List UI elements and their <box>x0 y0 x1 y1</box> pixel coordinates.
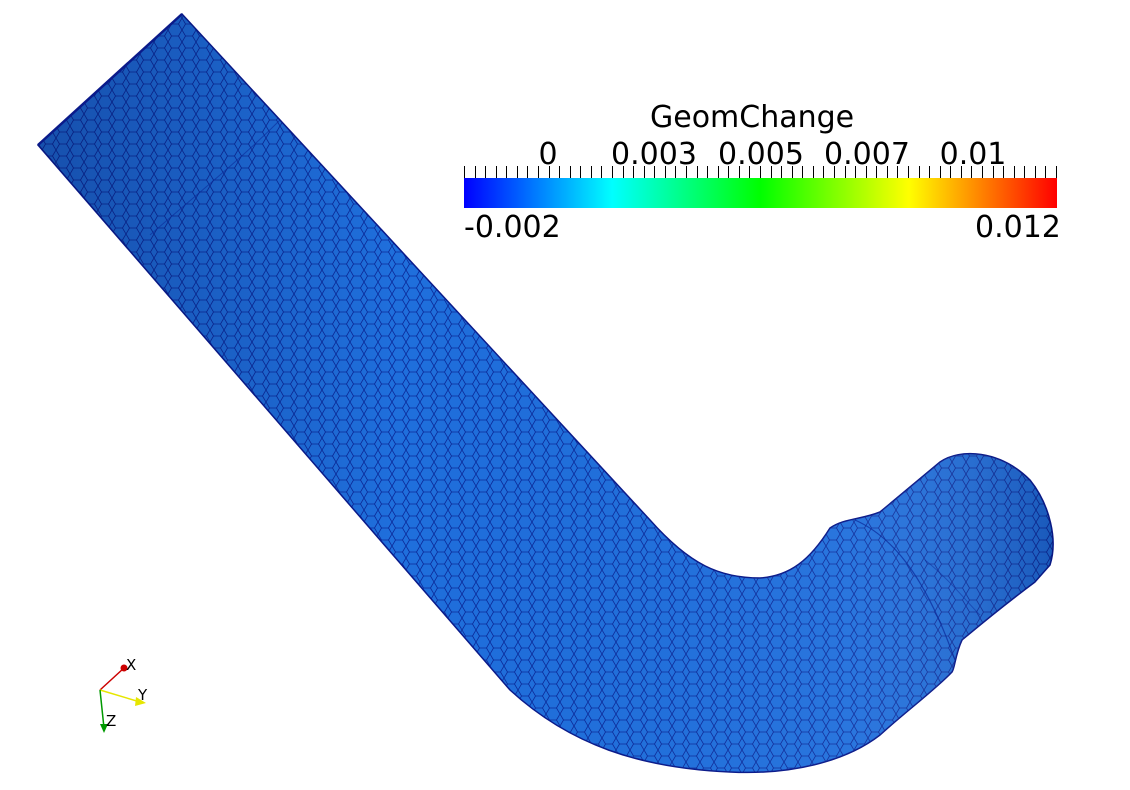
pipe-shading <box>38 14 1054 773</box>
inlet-rim <box>37 13 183 146</box>
seam-upper <box>149 119 281 236</box>
orientation-axes <box>99 664 146 733</box>
z-axis-tip <box>100 724 108 733</box>
pipe-mesh[interactable] <box>36 12 1054 774</box>
seam-outlet <box>854 519 956 661</box>
seam-outlet-2 <box>924 559 981 616</box>
x-axis-tip <box>120 664 128 672</box>
z-axis-line <box>99 689 105 729</box>
x-axis-line <box>99 667 125 691</box>
y-axis-tip <box>135 697 146 706</box>
y-axis-line <box>99 689 141 703</box>
